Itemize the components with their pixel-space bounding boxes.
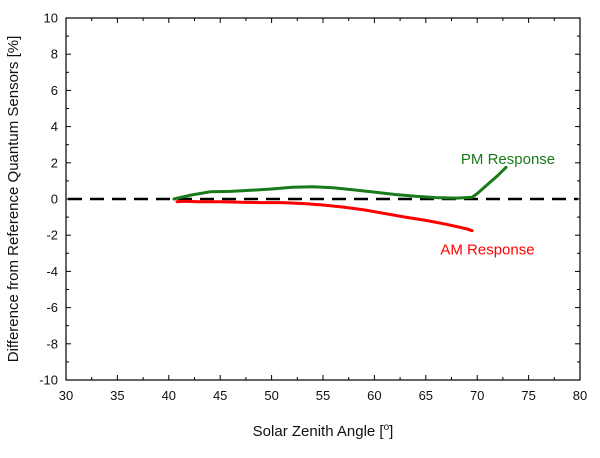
y-tick-label: 6: [51, 83, 58, 98]
x-tick-label: 50: [264, 388, 278, 403]
y-tick-label: 2: [51, 155, 58, 170]
x-tick-label: 80: [573, 388, 587, 403]
x-tick-label: 55: [316, 388, 330, 403]
x-tick-label: 40: [162, 388, 176, 403]
y-tick-label: -2: [46, 228, 58, 243]
y-tick-label: 10: [44, 11, 58, 26]
x-axis-title: Solar Zenith Angle [o]: [253, 422, 394, 440]
y-tick-label: -6: [46, 300, 58, 315]
x-tick-label: 65: [419, 388, 433, 403]
axis-ticks: [65, 17, 581, 381]
x-tick-label: 30: [59, 388, 73, 403]
x-tick-label: 45: [213, 388, 227, 403]
pm-response-label: PM Response: [461, 151, 555, 168]
x-axis-title-superscript: o: [384, 422, 390, 433]
series-layer: [172, 165, 508, 233]
am-response-label: AM Response: [440, 242, 534, 259]
x-tick-label: 35: [110, 388, 124, 403]
annotation-layer: PM Response AM Response: [440, 151, 555, 259]
y-tick-label: -10: [39, 373, 58, 388]
y-tick-label: 4: [51, 119, 58, 134]
y-tick-label: -8: [46, 336, 58, 351]
y-tick-label: 0: [51, 192, 58, 207]
x-tick-label: 60: [367, 388, 381, 403]
x-axis-title-end: ]: [389, 423, 393, 440]
pm-response-line: [172, 165, 508, 201]
y-axis-title: Difference from Reference Quantum Sensor…: [5, 36, 22, 363]
x-tick-label: 70: [470, 388, 484, 403]
x-tick-label: 75: [521, 388, 535, 403]
y-tick-label: 8: [51, 47, 58, 62]
y-tick-label: -4: [46, 264, 58, 279]
x-axis-title-main: Solar Zenith Angle [: [253, 423, 385, 440]
am-response-line: [175, 199, 474, 233]
tick-labels: 30 35 40 45 50 55 60 65 70 75 80 -10 -8 -6 -4 -2 0 2 4 6 8 10: [39, 11, 587, 404]
